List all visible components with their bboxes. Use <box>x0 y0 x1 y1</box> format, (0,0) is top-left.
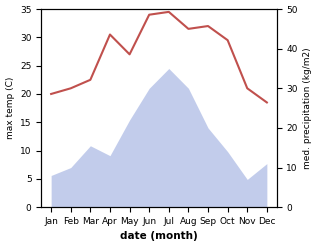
Y-axis label: med. precipitation (kg/m2): med. precipitation (kg/m2) <box>303 47 313 169</box>
Y-axis label: max temp (C): max temp (C) <box>5 77 15 139</box>
X-axis label: date (month): date (month) <box>120 231 198 242</box>
